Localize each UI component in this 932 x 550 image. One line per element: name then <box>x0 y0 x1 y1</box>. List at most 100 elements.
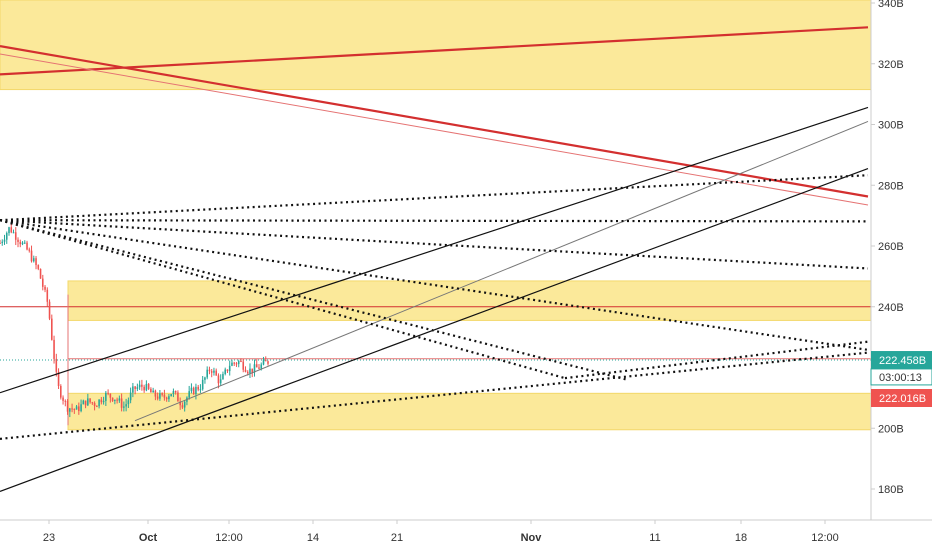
candle-body <box>32 258 35 262</box>
candle-body <box>195 386 197 395</box>
red-price-label: 222.016B <box>879 393 926 405</box>
y-tick-label: 340B <box>878 0 904 10</box>
candle-body <box>28 249 31 251</box>
last-price-tag <box>871 351 932 370</box>
candle-body <box>258 367 260 369</box>
y-tick-label: 180B <box>878 484 904 496</box>
candle-body <box>222 374 224 380</box>
candle-body <box>219 379 222 384</box>
trendline-layer <box>0 26 869 492</box>
candle-body <box>41 278 44 287</box>
candle-body <box>177 392 179 402</box>
support-trendline <box>0 167 869 492</box>
candle-body <box>224 369 227 375</box>
x-tick-label: 21 <box>391 532 403 544</box>
candle-body <box>154 390 157 397</box>
candle-body <box>210 371 213 373</box>
candle-body <box>125 404 127 407</box>
candle-body <box>39 268 42 279</box>
y-tick-label: 320B <box>878 59 904 71</box>
candle-body <box>192 387 195 395</box>
candle-body <box>141 384 143 387</box>
candle-body <box>66 401 69 412</box>
candle-body <box>237 360 240 365</box>
candle-body <box>64 400 67 402</box>
candle-body <box>53 339 55 359</box>
candle-body <box>145 383 148 391</box>
candle-body <box>50 318 53 340</box>
candle-body <box>170 394 172 397</box>
candle-body <box>264 360 267 362</box>
candle-body <box>127 400 130 405</box>
candle-body <box>30 250 33 262</box>
candle-body <box>147 383 150 389</box>
x-tick-label: 18 <box>735 532 747 544</box>
candle-body <box>21 242 24 245</box>
candle-body <box>246 371 249 374</box>
y-tick-label: 200B <box>878 423 904 435</box>
candle-body <box>93 402 96 407</box>
candle-body <box>159 393 161 399</box>
y-axis: 340B320B300B280B260B240B220B200B180B <box>871 0 904 496</box>
resistance-trendline <box>0 53 869 206</box>
candle-body <box>244 369 247 372</box>
candle-body <box>100 399 103 403</box>
fan-line <box>0 219 869 270</box>
candle-body <box>44 286 46 290</box>
candle-body <box>62 397 64 401</box>
candle-body <box>226 369 229 372</box>
candle-body <box>120 398 123 408</box>
price-tags: 222.458B 03:00:13 222.016B <box>870 351 932 407</box>
candle-body <box>8 227 10 234</box>
candle-body <box>251 368 254 373</box>
resistance-trendline <box>0 45 869 198</box>
candle-body <box>208 369 211 372</box>
candle-body <box>174 391 177 393</box>
candle-body <box>255 364 258 368</box>
candle-body <box>17 239 19 242</box>
candle-body <box>55 358 58 372</box>
y-tick-label: 240B <box>878 302 904 314</box>
candle-body <box>172 391 175 395</box>
candle-body <box>35 258 37 266</box>
x-tick-label: 23 <box>43 532 55 544</box>
fan-line <box>564 340 869 380</box>
candle-body <box>129 392 132 401</box>
candle-body <box>253 364 256 373</box>
candle-body <box>71 408 73 410</box>
candle-body <box>75 406 78 410</box>
candle-body <box>87 398 89 406</box>
candle-body <box>48 301 51 319</box>
candle-body <box>156 396 159 399</box>
candle-body <box>267 361 269 364</box>
candle-body <box>217 375 220 384</box>
candle-body <box>23 242 26 244</box>
candle-body <box>161 393 163 395</box>
candle-body <box>111 397 114 401</box>
candle-body <box>1 241 4 244</box>
candle-body <box>26 242 28 250</box>
support-resistance-zone <box>67 280 872 321</box>
candle-body <box>118 398 121 401</box>
fan-line <box>0 351 869 440</box>
x-tick-label: Nov <box>521 532 543 544</box>
candle-body <box>80 404 82 412</box>
candle-body <box>233 362 236 364</box>
x-tick-label: Oct <box>139 532 158 544</box>
candle-body <box>0 242 1 244</box>
candle-body <box>116 399 118 401</box>
candle-body <box>134 386 136 389</box>
candle-body <box>231 362 233 366</box>
fan-line <box>0 219 629 382</box>
countdown-tag <box>870 368 932 386</box>
candle-body <box>5 233 8 240</box>
candle-body <box>109 393 112 398</box>
fan-line <box>0 219 869 223</box>
candle-body <box>69 408 71 412</box>
candle-body <box>114 399 116 401</box>
fan-line <box>0 174 869 222</box>
red-price-tag <box>871 389 932 407</box>
candle-body <box>3 239 6 242</box>
candle-body <box>107 392 109 394</box>
